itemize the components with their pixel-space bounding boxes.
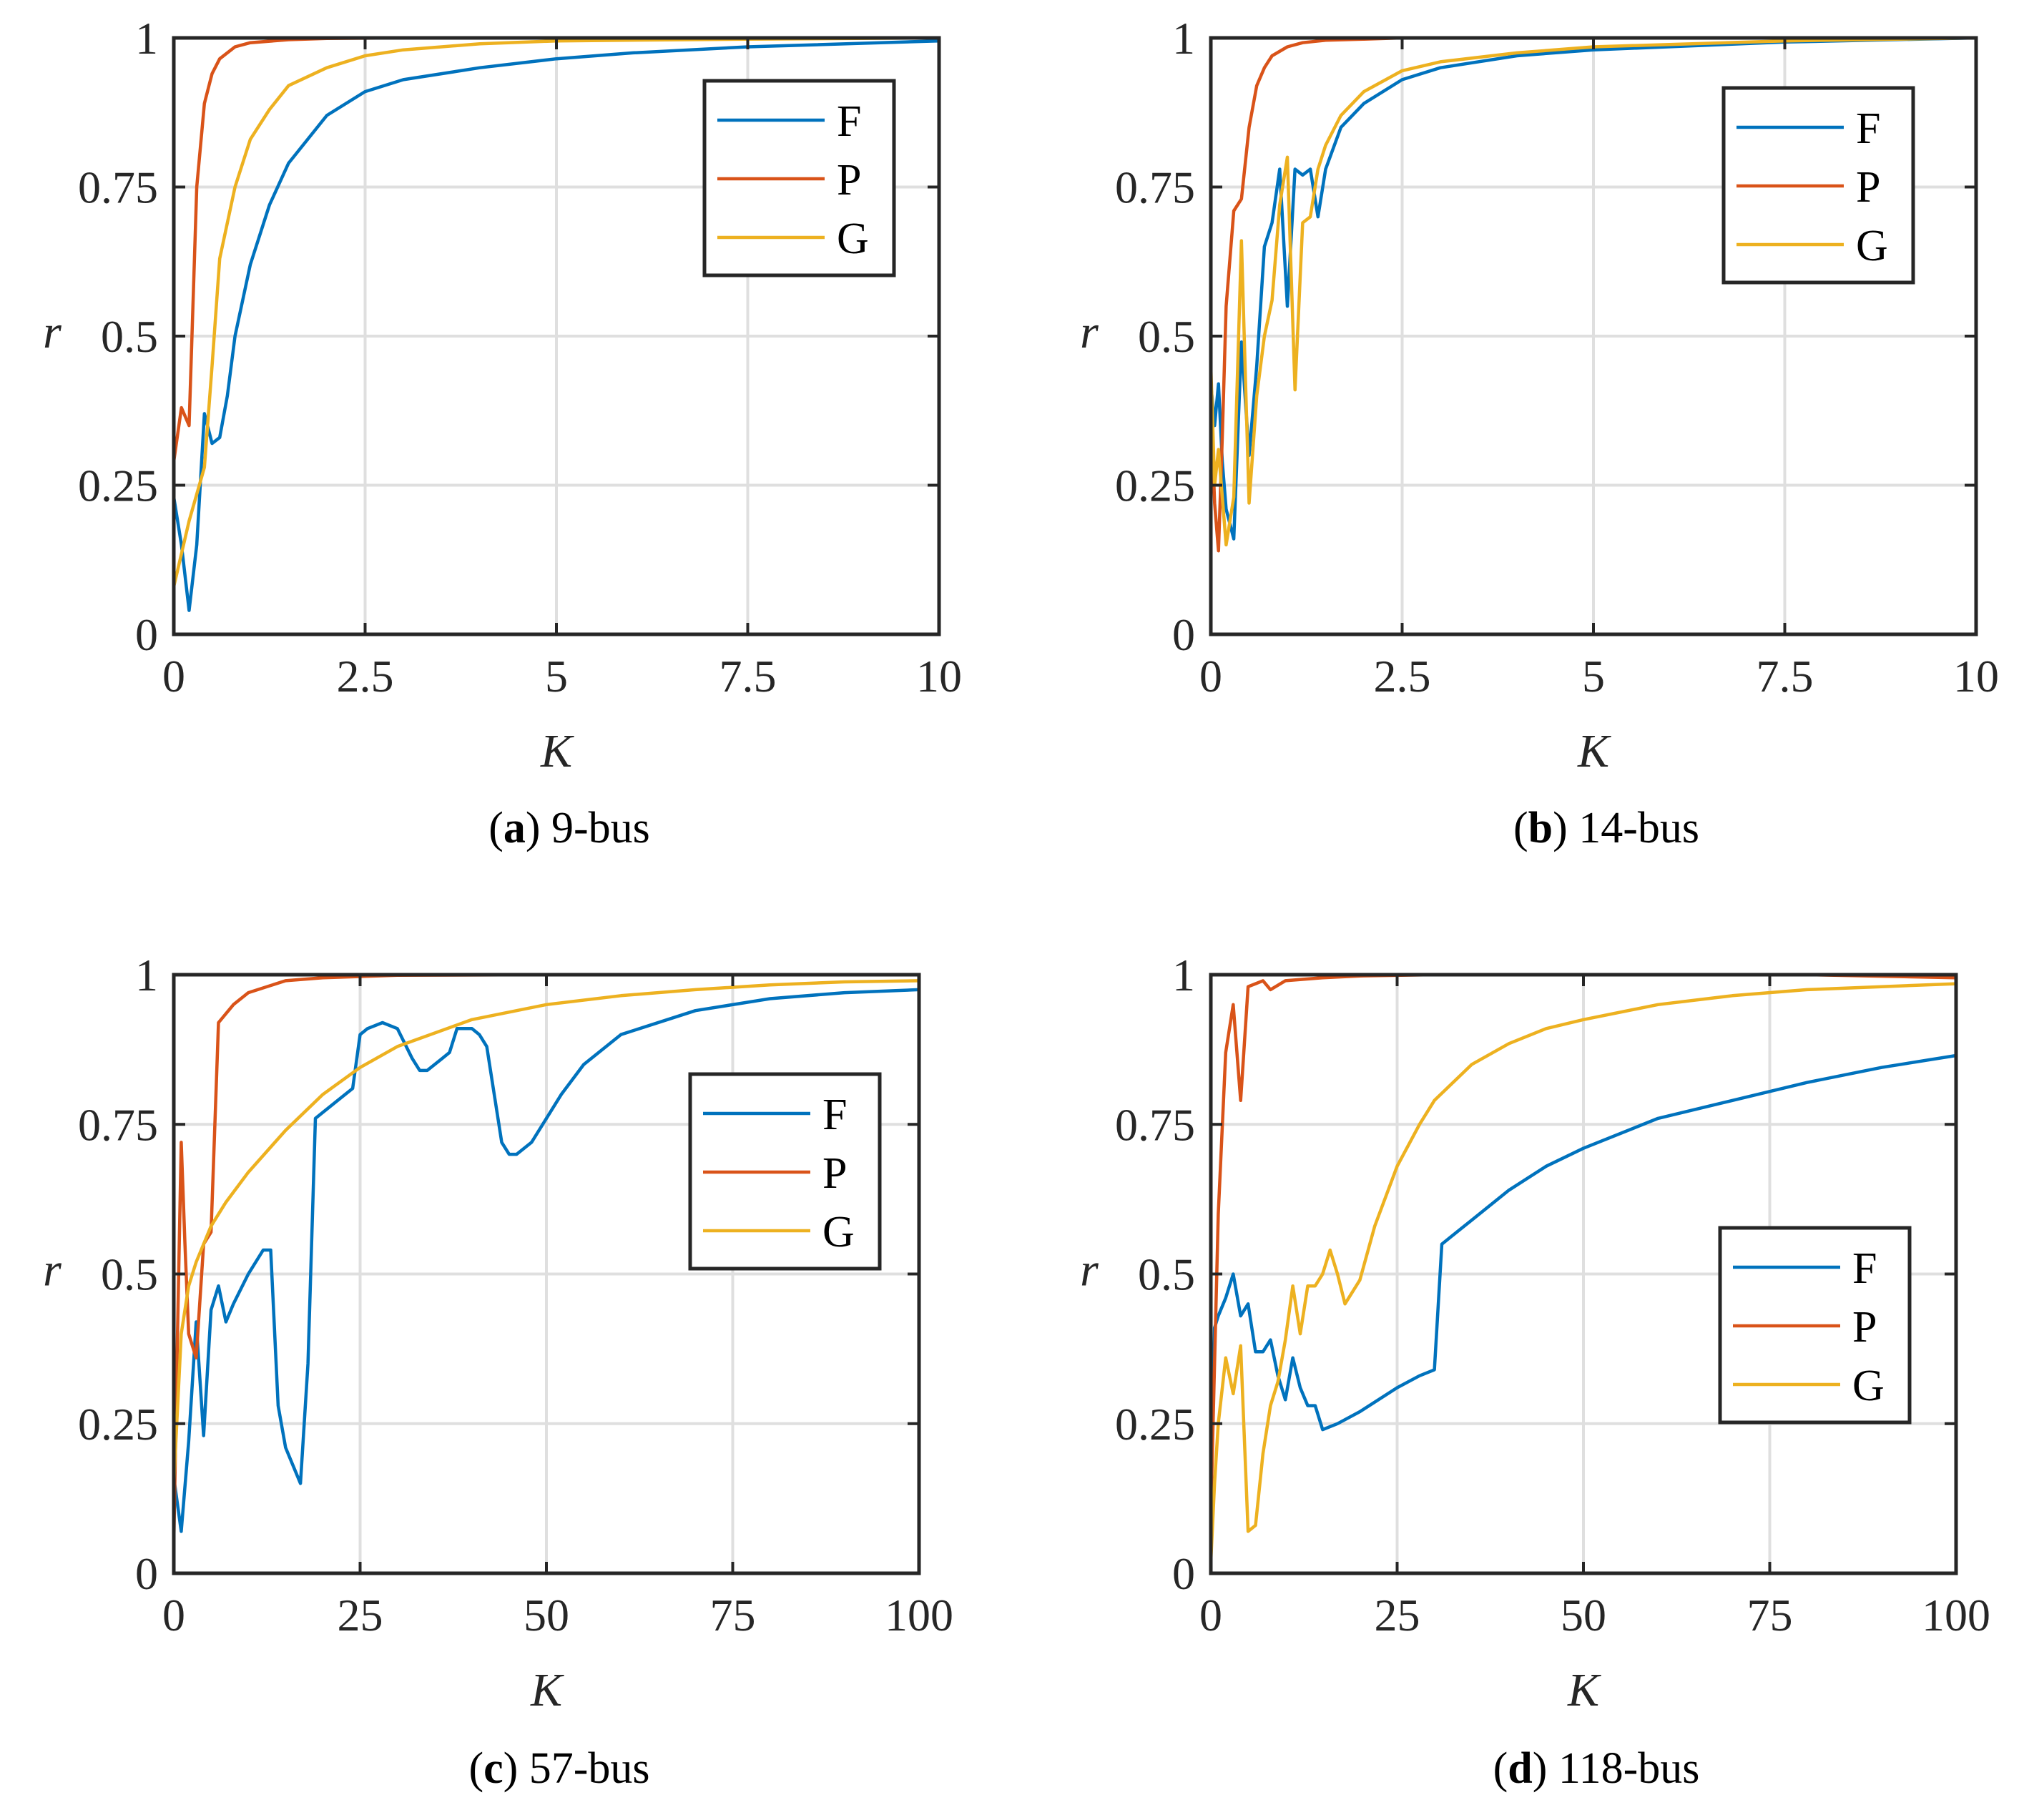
- y-tick-label: 0: [1172, 1548, 1195, 1599]
- series-line-G: [172, 979, 921, 1485]
- x-tick-label: 75: [1747, 1590, 1793, 1641]
- x-tick-label: 0: [1199, 651, 1222, 702]
- caption-letter: a: [503, 804, 526, 852]
- panel-caption: (b) 14-bus: [1513, 804, 1699, 852]
- caption-close-paren: ): [503, 1744, 529, 1793]
- legend-label-G: G: [837, 215, 869, 263]
- y-tick-label: 0.25: [1115, 461, 1195, 511]
- y-axis-label: r: [43, 306, 62, 358]
- legend-label-P: P: [822, 1149, 847, 1198]
- y-tick-label: 0: [1172, 609, 1195, 660]
- panel-caption: (a) 9-bus: [488, 804, 650, 852]
- series-line-G: [1209, 982, 1958, 1563]
- legend-label-P: P: [1856, 163, 1880, 212]
- panel-d: 0 25 50 75 100 0 0.25 0.5 0.75 1 Kr FPG (d) 118-bus: [1080, 950, 1990, 1793]
- legend-label-F: F: [822, 1091, 847, 1139]
- y-tick-label: 0.5: [101, 311, 158, 362]
- caption-letter: d: [1508, 1744, 1532, 1793]
- caption-text: 57-bus: [529, 1744, 650, 1793]
- caption-letter: c: [483, 1744, 503, 1793]
- y-tick-label: 1: [135, 13, 158, 64]
- x-tick-label: 0: [1199, 1590, 1222, 1641]
- caption-close-paren: ): [1533, 1744, 1558, 1793]
- x-tick-label: 100: [885, 1590, 953, 1641]
- panel-caption: (c) 57-bus: [468, 1744, 649, 1793]
- x-axis-label: K: [530, 1664, 564, 1716]
- x-axis-label: K: [1567, 1664, 1601, 1716]
- y-tick-label: 0.75: [78, 1099, 158, 1150]
- x-tick-label: 2.5: [337, 651, 394, 702]
- y-tick-label: 0: [135, 609, 158, 660]
- y-tick-label: 0.75: [78, 162, 158, 213]
- x-tick-label: 7.5: [719, 651, 777, 702]
- x-tick-label: 2.5: [1374, 651, 1431, 702]
- y-axis-label: r: [1080, 1244, 1099, 1297]
- x-tick-label: 25: [1375, 1590, 1420, 1641]
- legend-label-F: F: [1852, 1244, 1877, 1293]
- series-line-F: [172, 988, 921, 1533]
- caption-text: 9-bus: [551, 804, 650, 852]
- legend-label-G: G: [1852, 1362, 1885, 1410]
- x-tick-label: 10: [916, 651, 962, 702]
- y-tick-label: 1: [135, 950, 158, 1000]
- x-tick-label: 25: [338, 1590, 383, 1641]
- y-tick-label: 0.75: [1115, 162, 1195, 213]
- y-tick-label: 0.5: [1138, 1249, 1195, 1300]
- x-tick-label: 50: [1561, 1590, 1606, 1641]
- y-axis-label: r: [1080, 306, 1099, 358]
- x-tick-label: 5: [1582, 651, 1605, 702]
- legend: FPG: [1721, 86, 1915, 285]
- x-tick-label: 5: [545, 651, 568, 702]
- caption-open-paren: (: [488, 804, 503, 852]
- caption-letter: b: [1528, 804, 1553, 852]
- legend: FPG: [702, 79, 896, 277]
- caption-text: 118-bus: [1558, 1744, 1699, 1793]
- legend-label-P: P: [1852, 1303, 1877, 1352]
- legend: FPG: [1718, 1226, 1912, 1425]
- y-tick-label: 0.25: [78, 1399, 158, 1450]
- y-tick-label: 0.5: [1138, 311, 1195, 362]
- caption-open-paren: (: [468, 1744, 483, 1793]
- y-axis-label: r: [43, 1244, 62, 1297]
- legend-label-G: G: [822, 1208, 855, 1256]
- panel-b: 0 2.5 5 7.5 10 0 0.25 0.5 0.75 1 Kr FPG (b) 14-bus: [1080, 13, 1999, 852]
- legend-label-F: F: [837, 97, 861, 146]
- panel-c: 0 25 50 75 100 0 0.25 0.5 0.75 1 Kr FPG (c) 57-bus: [43, 950, 953, 1793]
- y-tick-label: 0.25: [78, 461, 158, 511]
- panel-a: 0 2.5 5 7.5 10 0 0.25 0.5 0.75 1 Kr FPG (a) 9-bus: [43, 13, 962, 852]
- y-tick-label: 0: [135, 1548, 158, 1599]
- series-line-F: [172, 39, 941, 612]
- x-tick-label: 7.5: [1757, 651, 1814, 702]
- legend-label-P: P: [837, 156, 861, 205]
- legend: FPG: [688, 1072, 882, 1271]
- caption-close-paren: ): [1553, 804, 1578, 852]
- x-tick-label: 100: [1922, 1590, 1990, 1641]
- y-tick-label: 0.25: [1115, 1399, 1195, 1450]
- series-line-F: [1209, 1053, 1958, 1515]
- x-tick-label: 10: [1953, 651, 1999, 702]
- series-line-G: [1209, 36, 1978, 547]
- caption-text: 14-bus: [1578, 804, 1699, 852]
- x-axis-label: K: [540, 725, 574, 777]
- caption-open-paren: (: [1513, 804, 1528, 852]
- x-tick-label: 50: [524, 1590, 569, 1641]
- x-tick-label: 75: [710, 1590, 756, 1641]
- y-tick-label: 1: [1172, 13, 1195, 64]
- y-tick-label: 0.75: [1115, 1099, 1195, 1150]
- legend-label-F: F: [1856, 104, 1880, 153]
- panel-caption: (d) 118-bus: [1493, 1744, 1700, 1793]
- y-tick-label: 1: [1172, 950, 1195, 1000]
- x-axis-label: K: [1577, 725, 1611, 777]
- legend-label-G: G: [1856, 222, 1888, 270]
- x-tick-label: 0: [162, 651, 185, 702]
- x-tick-label: 0: [162, 1590, 185, 1641]
- caption-open-paren: (: [1493, 1744, 1508, 1793]
- series-line-G: [172, 36, 941, 589]
- y-tick-label: 0.5: [101, 1249, 158, 1300]
- caption-close-paren: ): [526, 804, 551, 852]
